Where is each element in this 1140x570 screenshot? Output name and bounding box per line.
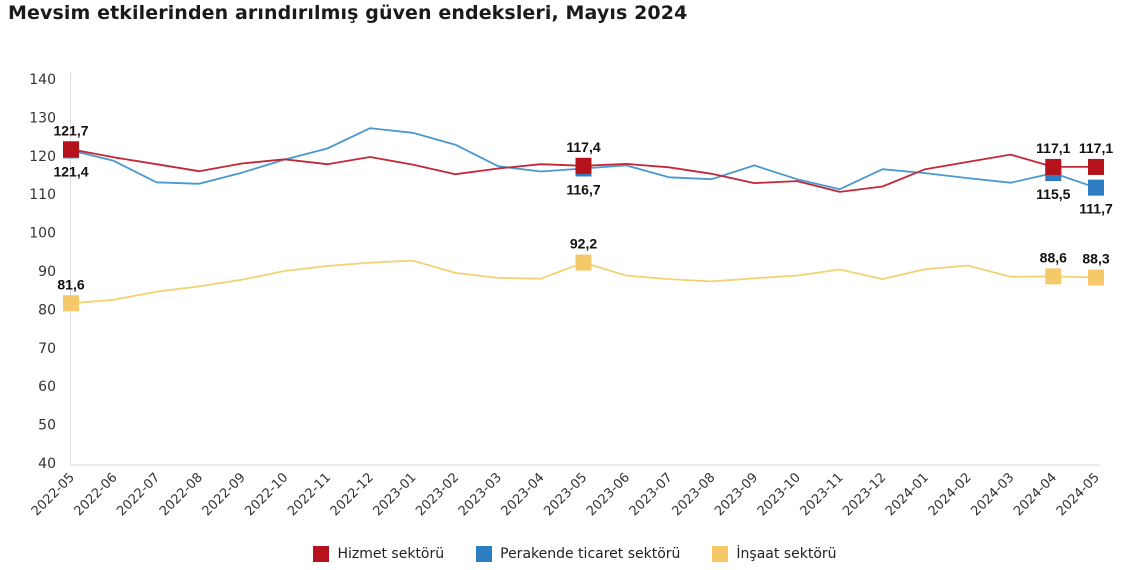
y-tick-label: 100 [29,226,56,242]
data-label: 121,4 [53,163,88,179]
y-tick-label: 80 [38,302,56,318]
x-tick-label: 2023-04 [499,470,548,519]
x-tick-label: 2023-03 [456,470,505,519]
legend-item-perakende: Perakende ticaret sektörü [476,546,680,562]
y-tick-label: 110 [29,187,56,203]
x-tick-label: 2023-12 [840,470,889,519]
x-tick-label: 2023-06 [584,470,633,519]
x-tick-label: 2022-10 [242,470,291,519]
x-tick-label: 2023-02 [413,470,462,519]
y-tick-label: 50 [38,418,56,434]
data-point-marker [1088,179,1104,196]
x-tick-label: 2022-06 [72,470,121,519]
y-tick-label: 60 [38,379,56,395]
data-point-marker [575,254,592,271]
y-tick-label: 70 [38,341,56,357]
y-tick-label: 40 [38,456,56,472]
x-tick-label: 2024-02 [926,470,975,519]
x-tick-label: 2024-04 [1011,470,1060,519]
data-point-marker [63,295,79,312]
x-tick-label: 2022-05 [29,470,78,519]
x-tick-label: 2023-01 [370,470,419,519]
data-labels: 121,7 117,4 117,1 117,1 121,4 116,7 115,5 111,7… [53,122,1113,292]
x-tick-label: 2022-08 [157,470,206,519]
data-point-marker [63,141,79,158]
x-tick-label: 2024-03 [968,470,1017,519]
data-label: 117,1 [1079,140,1113,156]
data-label: 81,6 [57,276,84,292]
data-label: 88,3 [1082,251,1109,267]
data-point-marker [1045,158,1062,175]
data-label: 121,7 [53,122,88,138]
series-markers [63,141,1104,312]
x-tick-label: 2022-11 [285,470,334,519]
legend-label-hizmet: Hizmet sektörü [337,546,445,562]
x-tick-label: 2024-05 [1054,470,1103,519]
y-tick-label: 90 [38,264,56,280]
legend-item-insaat: İnşaat sektörü [712,546,837,562]
x-tick-label: 2023-11 [798,470,847,519]
data-label: 115,5 [1036,186,1070,202]
x-tick-label: 2023-05 [541,470,590,519]
data-point-marker [1088,158,1104,175]
x-tick-label: 2023-10 [755,470,804,519]
x-tick-label: 2022-09 [200,470,249,519]
legend-label-insaat: İnşaat sektörü [736,546,837,562]
x-tick-label: 2022-12 [328,470,377,519]
legend-swatch-insaat [712,546,729,562]
y-tick-label: 130 [29,110,56,126]
data-point-marker [1045,268,1062,285]
x-tick-label: 2024-01 [883,470,932,519]
data-label: 116,7 [566,181,600,197]
legend: Hizmet sektörü Perakende ticaret sektörü… [0,546,1140,562]
data-label: 88,6 [1040,249,1067,265]
x-tick-label: 2023-09 [712,470,761,519]
y-tick-label: 120 [29,149,56,165]
x-tick-label: 2023-07 [627,470,676,519]
data-label: 117,4 [566,139,600,155]
data-label: 117,1 [1036,140,1070,156]
y-tick-label: 140 [29,72,56,88]
legend-item-hizmet: Hizmet sektörü [313,546,444,562]
data-point-marker [575,157,592,174]
data-point-marker [1088,269,1104,286]
data-label: 111,7 [1079,201,1113,217]
legend-label-perakende: Perakende ticaret sektörü [500,546,681,562]
line-chart: 4050607080901001101201301402022-052022-0… [29,72,1114,519]
data-label: 92,2 [570,236,597,252]
legend-swatch-perakende [476,546,493,562]
x-tick-label: 2022-07 [114,470,163,519]
chart-title: Mevsim etkilerinden arındırılmış güven e… [8,2,688,24]
x-tick-label: 2023-08 [669,470,718,519]
legend-swatch-hizmet [313,546,330,562]
